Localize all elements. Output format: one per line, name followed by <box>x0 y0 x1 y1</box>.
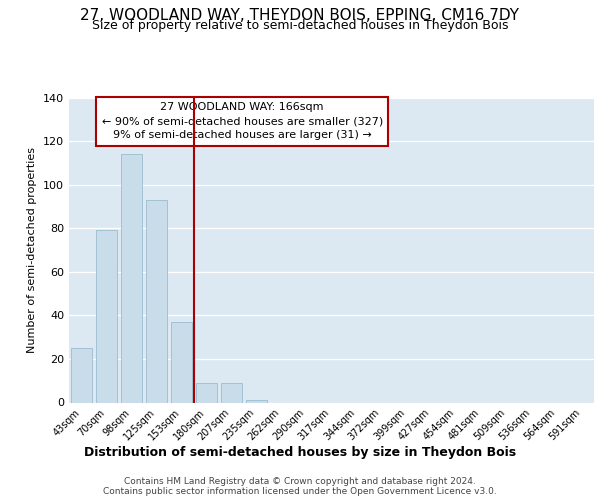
Bar <box>171 322 192 402</box>
Text: Contains HM Land Registry data © Crown copyright and database right 2024.
Contai: Contains HM Land Registry data © Crown c… <box>103 476 497 496</box>
Text: 27 WOODLAND WAY: 166sqm
← 90% of semi-detached houses are smaller (327)
9% of se: 27 WOODLAND WAY: 166sqm ← 90% of semi-de… <box>101 102 383 140</box>
Bar <box>146 200 167 402</box>
Text: Distribution of semi-detached houses by size in Theydon Bois: Distribution of semi-detached houses by … <box>84 446 516 459</box>
Bar <box>96 230 117 402</box>
Bar <box>221 383 242 402</box>
Bar <box>246 400 267 402</box>
Bar <box>196 383 217 402</box>
Y-axis label: Number of semi-detached properties: Number of semi-detached properties <box>28 147 37 353</box>
Text: 27, WOODLAND WAY, THEYDON BOIS, EPPING, CM16 7DY: 27, WOODLAND WAY, THEYDON BOIS, EPPING, … <box>80 8 520 22</box>
Text: Size of property relative to semi-detached houses in Theydon Bois: Size of property relative to semi-detach… <box>92 19 508 32</box>
Bar <box>71 348 92 403</box>
Bar <box>121 154 142 402</box>
